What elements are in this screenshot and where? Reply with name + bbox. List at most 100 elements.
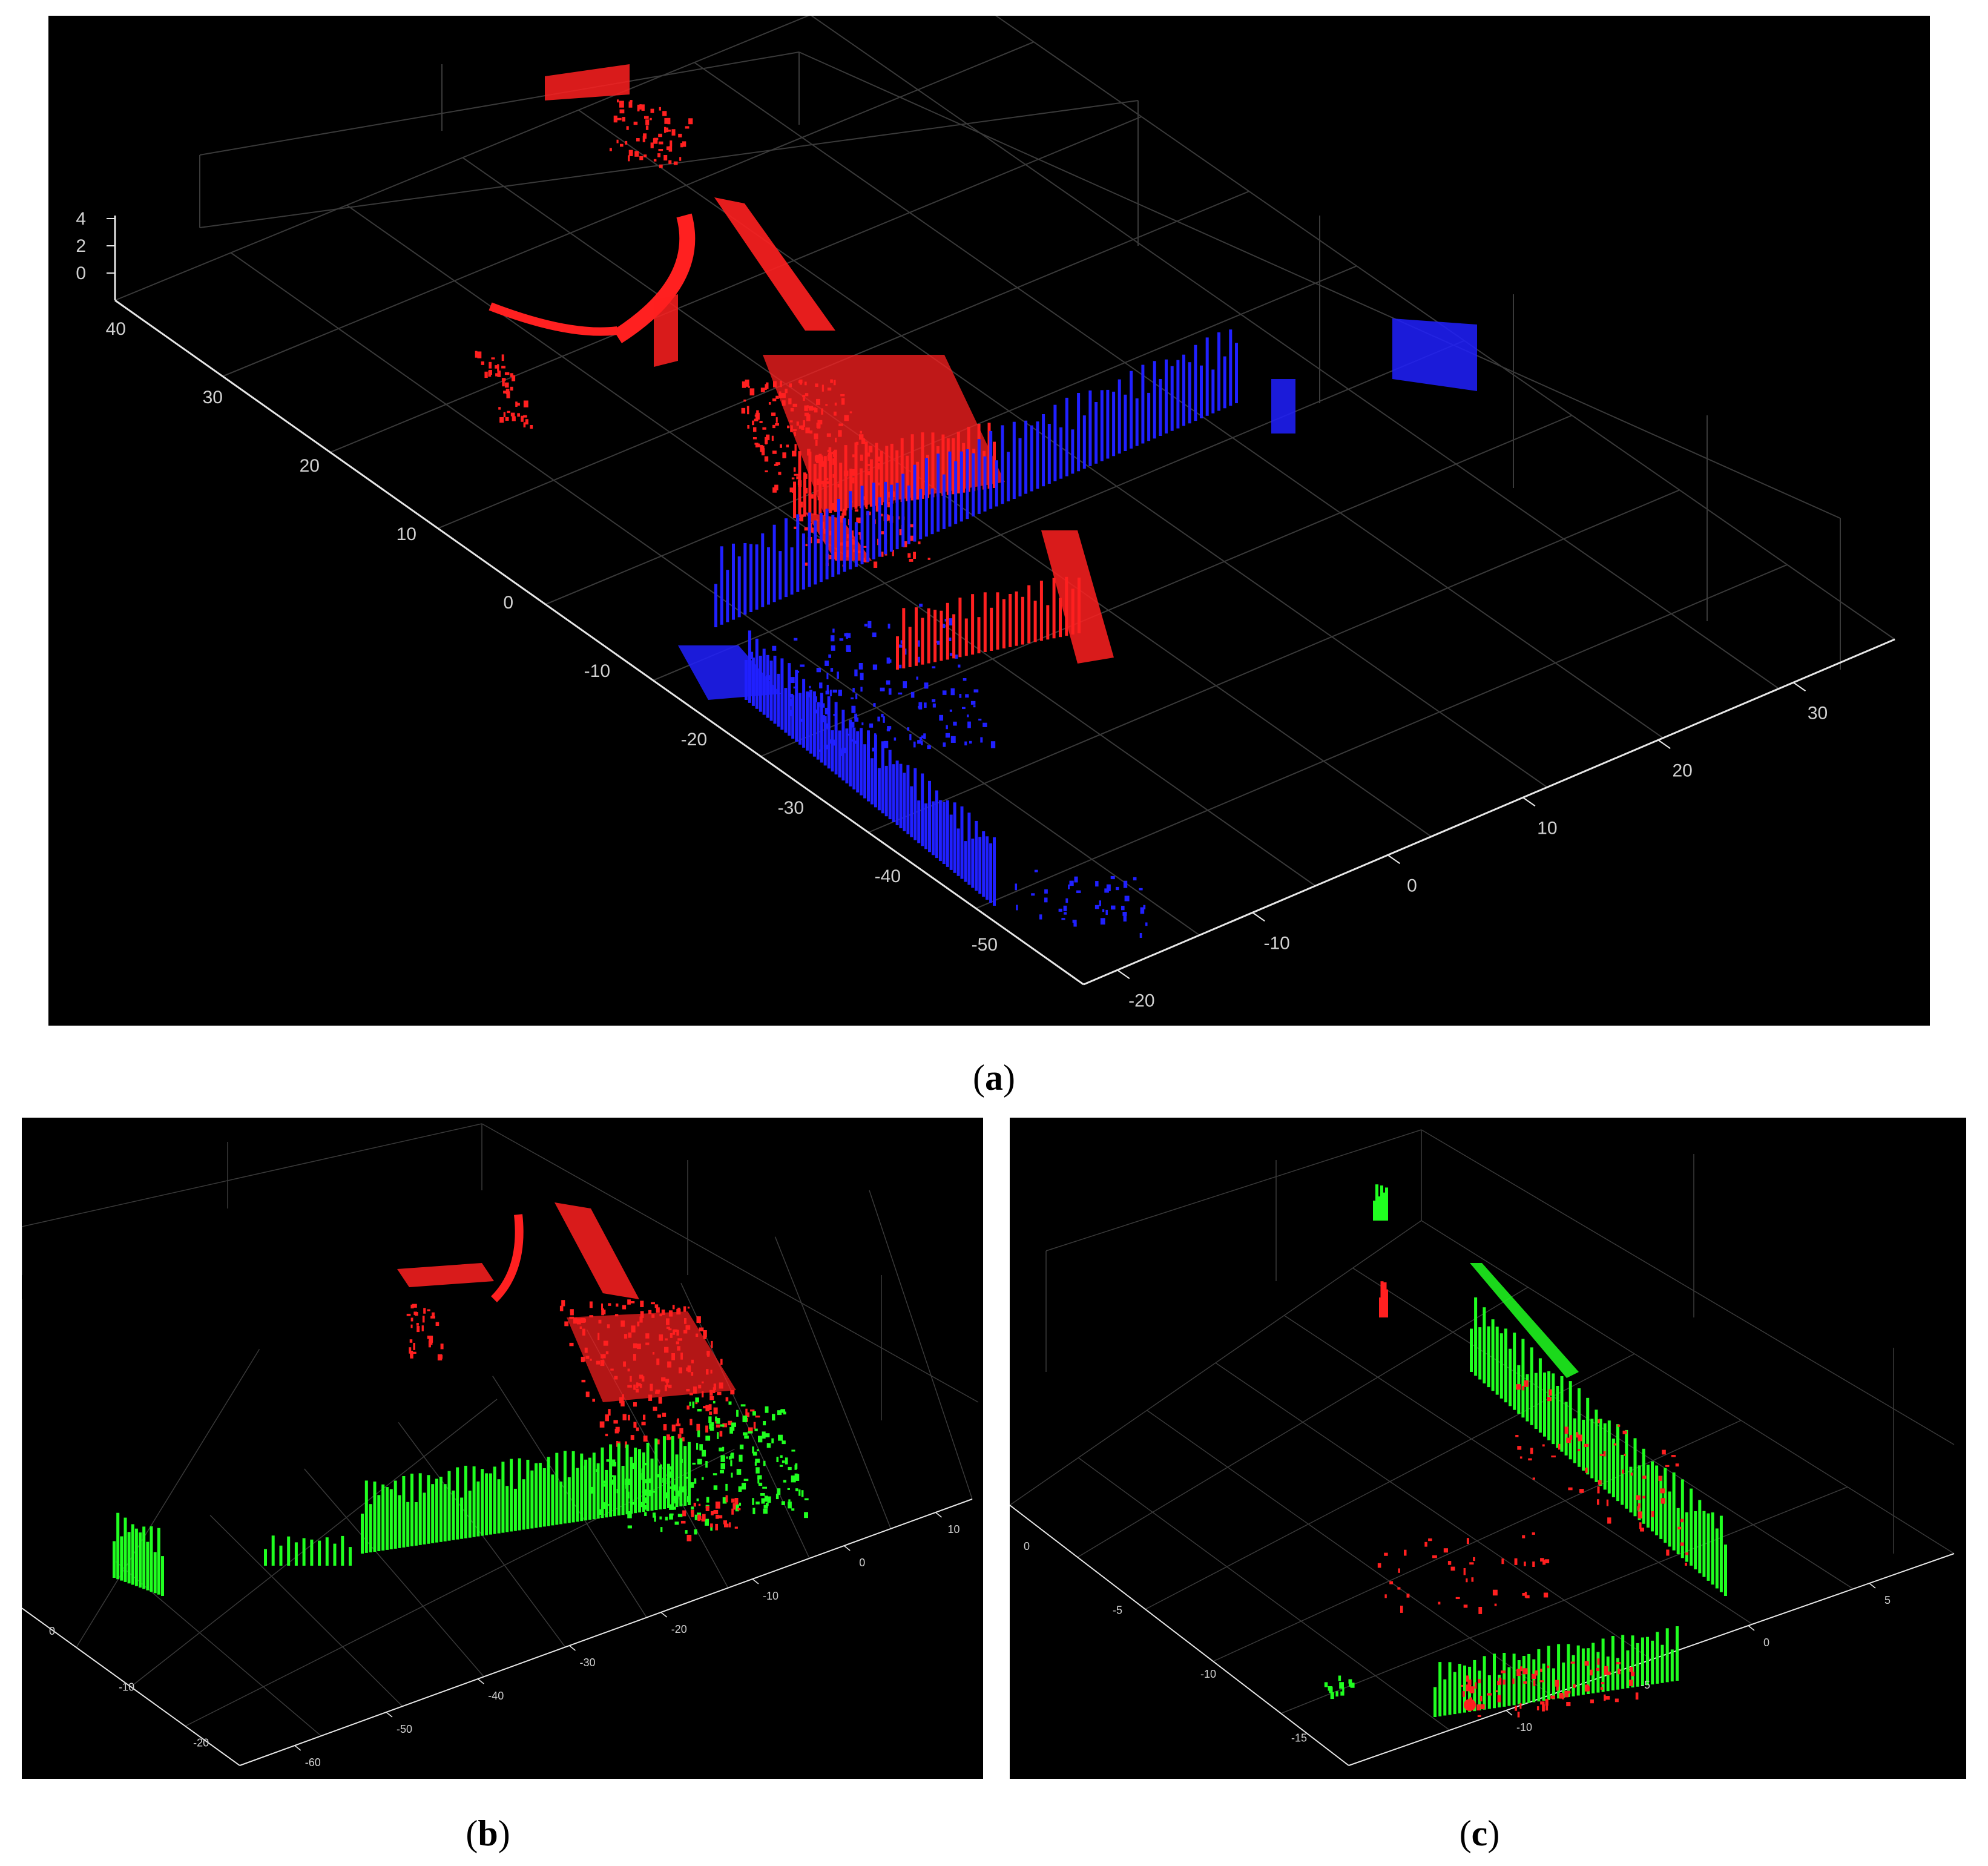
red-cloud-left-fragment bbox=[475, 351, 533, 429]
red-cloud-main-block-point bbox=[782, 400, 786, 406]
blue-cloud-scatter bbox=[749, 604, 996, 756]
green-cloud-lower-wall-strip bbox=[1487, 1675, 1491, 1709]
blue-cloud-lower-corridor-wall-strip bbox=[942, 802, 946, 864]
blue-cloud-end-fragments-point bbox=[1061, 918, 1065, 920]
red-cloud-corridor-mix-point bbox=[1660, 1488, 1665, 1494]
green-cloud-scatter-point bbox=[679, 1486, 684, 1492]
blue-cloud-upper-corridor-wall-strip bbox=[1082, 415, 1086, 469]
red-cloud-intersection-wall-strip bbox=[908, 627, 912, 667]
green-cloud-mid-fragments-strip bbox=[271, 1535, 275, 1566]
x-tick-mark bbox=[477, 1678, 484, 1684]
blue-cloud-lower-corridor-wall-strip bbox=[978, 837, 982, 894]
green-cloud-end-wall-point bbox=[722, 1465, 725, 1469]
green-cloud-end-wall-point bbox=[763, 1508, 768, 1514]
blue-cloud-end-fragments-point bbox=[1123, 880, 1128, 888]
green-cloud-bottom-fragment-point bbox=[1340, 1691, 1345, 1696]
grid-line bbox=[1215, 1362, 1652, 1660]
red-cloud-lower-mix-point bbox=[1469, 1686, 1475, 1693]
red-cloud-main-block-point bbox=[800, 501, 803, 508]
red-cloud-lower-mix-point bbox=[1547, 1665, 1550, 1669]
red-cloud-floor-scatter-point bbox=[1404, 1549, 1407, 1556]
red-cloud-corridor-point bbox=[668, 160, 672, 164]
grid-line bbox=[209, 1515, 403, 1707]
green-cloud-end-wall-point bbox=[731, 1472, 733, 1478]
red-cloud-main-block-point bbox=[781, 393, 786, 398]
red-cloud-diagonal-wall bbox=[714, 197, 835, 331]
blue-cloud-end-fragments-point bbox=[1044, 897, 1048, 903]
red-cloud-corridor-mix-point bbox=[1569, 1435, 1573, 1440]
red-cloud-main-block-point bbox=[755, 1416, 760, 1418]
green-cloud-mid-fragments-strip bbox=[287, 1536, 291, 1566]
green-cloud-scatter-point bbox=[705, 1518, 709, 1526]
red-cloud-main-block-point bbox=[815, 440, 818, 446]
red-cloud-main-front-wall-strip bbox=[885, 446, 889, 504]
blue-cloud-lower-corridor-wall-strip bbox=[989, 843, 993, 903]
red-cloud-main-block-point bbox=[816, 423, 821, 428]
red-cloud-corridor-point bbox=[644, 116, 649, 119]
blue-cloud-scatter-point bbox=[824, 661, 829, 666]
red-cloud-lower-mix-point bbox=[1477, 1715, 1481, 1717]
red-cloud-main-block-point bbox=[831, 503, 837, 510]
red-cloud-left-fragment-point bbox=[477, 351, 482, 358]
green-cloud-corridor-wall-strip bbox=[535, 1463, 538, 1528]
red-cloud-lower-mix-point bbox=[1629, 1680, 1633, 1686]
red-cloud-main-block-point bbox=[860, 454, 863, 461]
red-cloud-left-fragment-point bbox=[495, 365, 499, 369]
red-cloud-intersection-point bbox=[710, 1523, 713, 1528]
blue-cloud-lower-corridor-wall-strip bbox=[921, 773, 924, 846]
blue-cloud-end-fragments-point bbox=[1124, 895, 1130, 902]
blue-cloud-upper-corridor-wall-strip bbox=[819, 513, 823, 582]
blue-cloud-scatter-point bbox=[921, 735, 926, 739]
green-cloud-scatter-point bbox=[670, 1468, 674, 1472]
red-cloud-intersection-wall-strip bbox=[921, 618, 924, 665]
blue-cloud-lower-corridor-wall-strip bbox=[748, 630, 751, 703]
green-cloud-end-wall-point bbox=[762, 1486, 767, 1489]
red-cloud-lower-mix-point bbox=[1497, 1695, 1501, 1703]
blue-cloud-upper-corridor-wall-strip bbox=[825, 509, 829, 579]
green-cloud-corridor-wall-strip bbox=[1560, 1376, 1564, 1452]
red-cloud-main-block-point bbox=[854, 509, 858, 512]
red-cloud-main-front-wall-strip bbox=[869, 459, 873, 507]
red-cloud-corridor-mix-point bbox=[1519, 1456, 1522, 1459]
red-cloud-left-fragment-point bbox=[503, 391, 508, 394]
blue-cloud-lower-corridor-wall-strip bbox=[871, 758, 874, 805]
green-cloud-far-fragment-strip bbox=[1383, 1192, 1386, 1221]
green-cloud-end-wall-point bbox=[783, 1411, 786, 1415]
red-cloud-pillar bbox=[654, 294, 678, 367]
blue-cloud-scatter-point bbox=[794, 638, 798, 641]
blue-cloud-scatter-point bbox=[828, 654, 832, 658]
green-cloud-corridor-wall-strip bbox=[1582, 1419, 1585, 1471]
blue-cloud-lower-corridor-wall-strip bbox=[795, 670, 798, 742]
blue-cloud-upper-corridor-wall-strip bbox=[1141, 364, 1145, 444]
red-cloud-main-block-point bbox=[849, 411, 852, 414]
blue-cloud-end-fragments-point bbox=[1139, 888, 1143, 891]
blue-cloud-scatter-point bbox=[965, 694, 969, 698]
red-cloud-main-block-point bbox=[804, 527, 809, 531]
green-cloud-corridor-wall-strip bbox=[588, 1457, 591, 1520]
red-cloud-main-front-wall-strip bbox=[818, 453, 822, 515]
y-tick-label: 0 bbox=[1024, 1540, 1030, 1552]
blue-cloud-lower-corridor-wall-strip bbox=[956, 828, 960, 876]
green-cloud-corridor-wall-strip bbox=[1719, 1515, 1723, 1592]
red-cloud-curved-wall bbox=[490, 1214, 524, 1302]
green-cloud-corridor-wall-strip bbox=[1607, 1420, 1611, 1494]
y-tick-mark bbox=[726, 731, 740, 742]
red-cloud-main-block-point bbox=[745, 1408, 748, 1413]
green-cloud-end-wall-point bbox=[736, 1409, 739, 1417]
red-cloud-main-block-point bbox=[792, 450, 797, 457]
y-tick-label: 10 bbox=[397, 524, 416, 544]
green-cloud-scatter-point bbox=[625, 1482, 628, 1489]
red-cloud-main-block-point bbox=[719, 1431, 723, 1437]
red-cloud-intersection-point bbox=[691, 1509, 694, 1514]
green-cloud-end-wall-point bbox=[752, 1508, 755, 1514]
red-cloud-floor-scatter-point bbox=[1532, 1532, 1535, 1535]
red-cloud-corridor-point bbox=[685, 126, 690, 129]
blue-cloud-end-fragments-point bbox=[1094, 905, 1099, 909]
blue-cloud-upper-corridor-wall-strip bbox=[889, 484, 893, 552]
y-tick-label: -20 bbox=[681, 730, 707, 750]
red-cloud-corridor-mix-point bbox=[1637, 1511, 1642, 1518]
blue-cloud-lower-corridor-wall-strip bbox=[993, 837, 996, 906]
red-cloud-main-block-point bbox=[827, 449, 830, 453]
blue-cloud-scatter-point bbox=[854, 669, 858, 677]
